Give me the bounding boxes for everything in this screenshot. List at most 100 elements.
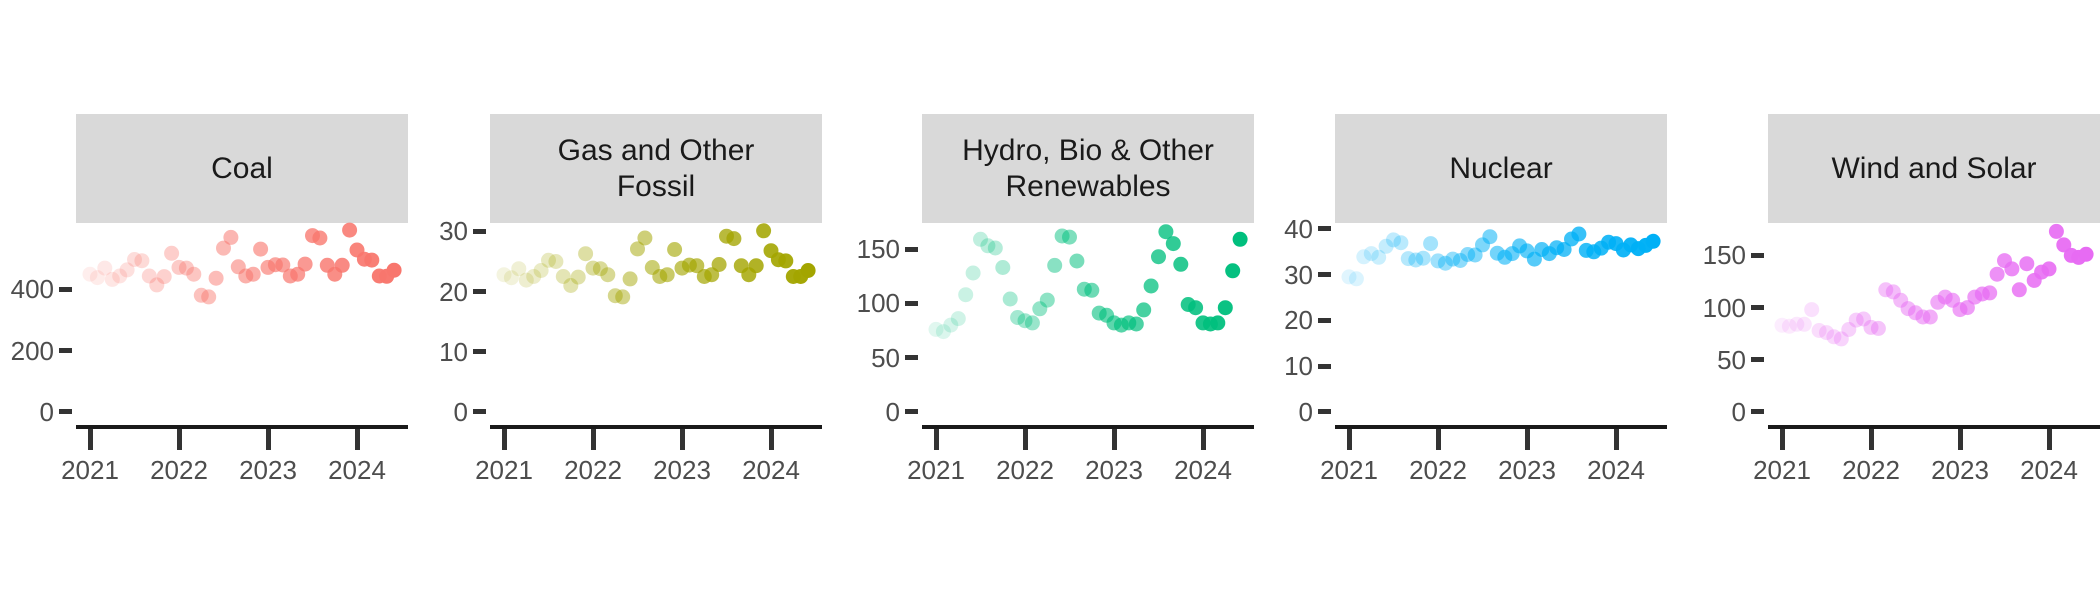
data-point bbox=[1423, 236, 1439, 252]
data-point bbox=[1437, 255, 1453, 271]
data-point bbox=[253, 241, 269, 257]
data-point bbox=[748, 258, 764, 274]
x-tick-label: 2022 bbox=[150, 455, 208, 485]
x-tick-mark bbox=[1435, 429, 1441, 450]
y-tick-label: 10 bbox=[439, 336, 468, 367]
data-point bbox=[1188, 300, 1204, 316]
data-point bbox=[1863, 319, 1879, 335]
data-point bbox=[585, 260, 601, 276]
y-tick-mark bbox=[1751, 409, 1764, 415]
data-point bbox=[2041, 261, 2057, 277]
x-tick-label: 2024 bbox=[1587, 455, 1645, 485]
y-tick-label: 200 bbox=[10, 335, 54, 366]
x-tick-mark bbox=[1613, 429, 1619, 450]
data-point bbox=[186, 266, 202, 282]
data-point bbox=[1819, 325, 1834, 341]
data-point bbox=[1796, 316, 1812, 332]
y-tick-label: 20 bbox=[1284, 305, 1313, 336]
data-point bbox=[1348, 271, 1364, 287]
facet-panel-2 bbox=[928, 224, 1248, 340]
data-point bbox=[1378, 238, 1394, 254]
y-tick-mark bbox=[59, 286, 72, 292]
x-tick-mark bbox=[1779, 429, 1785, 450]
data-point bbox=[2004, 261, 2020, 277]
facet-strip-title: Coal bbox=[211, 151, 273, 185]
x-tick-mark bbox=[1111, 429, 1117, 450]
data-point bbox=[592, 261, 608, 277]
x-tick-mark bbox=[265, 429, 271, 450]
data-point bbox=[726, 231, 742, 247]
facet-strip-3: Nuclear bbox=[1335, 114, 1667, 223]
data-point bbox=[1841, 322, 1857, 337]
data-point bbox=[1452, 253, 1468, 268]
x-tick-label: 2023 bbox=[1931, 455, 1989, 485]
x-tick-label: 2022 bbox=[1409, 455, 1467, 485]
data-point bbox=[127, 252, 142, 267]
data-point bbox=[1430, 253, 1446, 269]
data-point bbox=[778, 253, 794, 269]
data-point bbox=[223, 229, 239, 245]
y-tick-mark bbox=[1318, 272, 1331, 278]
data-point bbox=[548, 254, 564, 269]
y-tick-mark bbox=[59, 409, 72, 415]
x-tick-label: 2023 bbox=[1085, 455, 1143, 485]
x-tick-mark bbox=[768, 429, 774, 450]
data-point bbox=[1893, 292, 1909, 308]
x-tick-mark bbox=[1022, 429, 1028, 450]
data-point bbox=[928, 321, 944, 337]
data-point bbox=[973, 231, 988, 247]
data-point bbox=[1482, 229, 1498, 245]
x-tick-mark bbox=[679, 429, 685, 450]
x-tick-mark bbox=[1524, 429, 1530, 450]
y-tick-label: 40 bbox=[1284, 213, 1313, 244]
data-point bbox=[1217, 300, 1233, 316]
data-point bbox=[1386, 232, 1401, 248]
data-point bbox=[141, 268, 157, 284]
facet-strip-title: Renewables bbox=[1005, 169, 1171, 203]
data-point bbox=[1460, 247, 1476, 262]
data-point bbox=[1856, 311, 1872, 327]
data-point bbox=[1062, 229, 1077, 245]
data-point bbox=[245, 266, 261, 282]
data-point bbox=[104, 271, 120, 287]
data-point bbox=[275, 257, 291, 273]
data-point bbox=[1047, 257, 1063, 273]
data-point bbox=[1415, 250, 1431, 266]
data-point bbox=[1989, 266, 2005, 282]
data-point bbox=[171, 259, 187, 275]
data-point bbox=[89, 270, 105, 286]
facet-strip-title: Fossil bbox=[616, 169, 696, 203]
x-tick-label: 2022 bbox=[996, 455, 1054, 485]
y-tick-mark bbox=[1751, 357, 1764, 363]
data-point bbox=[2078, 246, 2094, 262]
data-point bbox=[97, 260, 113, 276]
data-point bbox=[637, 230, 653, 246]
data-point bbox=[164, 245, 180, 261]
data-point bbox=[965, 265, 981, 281]
y-tick-label: 150 bbox=[1702, 240, 1746, 271]
data-point bbox=[1878, 282, 1894, 298]
data-point bbox=[980, 238, 996, 254]
data-point bbox=[1136, 302, 1152, 318]
x-tick-mark bbox=[354, 429, 360, 450]
x-tick-mark bbox=[1868, 429, 1874, 450]
y-tick-label: 30 bbox=[439, 216, 468, 247]
data-point bbox=[216, 240, 231, 256]
data-point bbox=[1341, 269, 1357, 285]
y-tick-mark bbox=[473, 289, 486, 295]
data-point bbox=[1024, 315, 1040, 331]
data-point bbox=[1017, 313, 1033, 329]
x-tick-mark bbox=[1957, 429, 1963, 450]
x-tick-mark bbox=[1346, 429, 1352, 450]
data-point bbox=[1982, 285, 1998, 301]
data-point bbox=[570, 269, 586, 285]
data-point bbox=[312, 230, 328, 246]
data-point bbox=[987, 240, 1003, 256]
facet-strip-4: Wind and Solar bbox=[1768, 114, 2100, 223]
y-tick-label: 30 bbox=[1284, 259, 1313, 290]
data-point bbox=[1645, 233, 1661, 249]
data-point bbox=[149, 277, 165, 293]
x-tick-label: 2022 bbox=[1842, 455, 1900, 485]
data-point bbox=[1039, 292, 1055, 308]
facet-panel-1 bbox=[496, 223, 816, 305]
